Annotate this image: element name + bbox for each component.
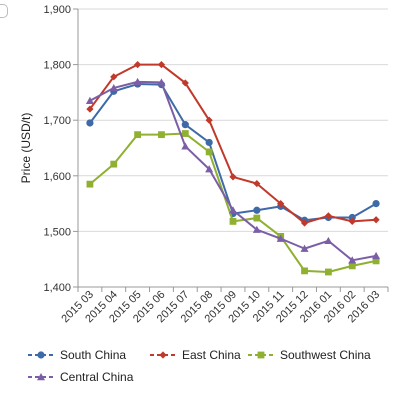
data-point-south-china [253,206,261,214]
data-point-southwest-china [181,130,189,137]
data-point-central-china [324,236,333,245]
series-line-south-china [89,83,377,222]
data-point-south-china [372,200,380,208]
legend-marker-south-china [37,351,45,359]
series-line-southwest-china [89,132,377,273]
data-point-southwest-china [324,268,332,276]
data-point-central-china [229,206,237,214]
legend-item-southwest-china: Southwest China [248,348,371,362]
data-point-central-china [181,142,190,150]
data-point-central-china [372,251,381,260]
legend-label-south-china: South China [60,348,126,362]
data-point-central-china [300,244,309,252]
gridlines [78,8,388,288]
data-point-east-china [229,173,237,181]
legend-marker-east-china [159,351,167,359]
y-tick-label: 1,600 [43,171,71,183]
axes [73,8,389,292]
data-point-east-china [134,61,142,69]
series-lines [85,61,381,276]
legend-label-central-china: Central China [60,370,134,384]
legend-item-east-china: East China [150,348,241,362]
data-point-east-china [372,216,380,224]
data-point-east-china [110,73,118,81]
legend-item-south-china: South China [28,348,126,362]
data-point-east-china [277,200,285,208]
data-point-southwest-china [301,267,308,275]
data-point-south-china [205,138,213,147]
data-point-central-china [133,77,142,86]
y-axis-title: Price (USD/t) [19,113,33,184]
data-point-central-china [252,225,261,233]
data-point-south-china [86,119,94,127]
y-tick-label: 1,800 [43,60,71,72]
panel-edge-icon [0,4,8,18]
data-point-southwest-china [229,217,237,225]
data-point-southwest-china [158,131,165,139]
data-point-east-china [324,212,332,220]
data-point-central-china [276,234,285,242]
legend-item-central-china: Central China [28,370,134,384]
data-point-east-china [205,116,213,124]
legend-label-east-china: East China [182,348,241,362]
data-point-central-china [85,96,94,104]
legend: South China East China Southwest China Cent… [28,348,371,384]
y-tick-label: 1,700 [43,115,71,127]
data-point-central-china [205,165,214,173]
legend-label-southwest-china: Southwest China [280,348,371,362]
series-south-china [86,80,380,224]
data-point-south-china [348,213,356,222]
data-point-east-china [157,61,166,69]
data-point-east-china [181,79,189,87]
series-line-east-china [89,63,377,225]
legend-marker-southwest-china [257,351,265,359]
y-axis-tick-labels: 1,400 1,500 1,600 1,700 1,800 1,900 [43,4,71,294]
series-southwest-china [86,130,380,276]
data-point-east-china [300,219,309,227]
data-point-central-china [157,78,166,86]
y-tick-label: 1,400 [43,282,71,294]
series-east-china [86,61,380,227]
data-point-southwest-china [348,262,356,270]
data-point-east-china [86,105,94,113]
data-point-southwest-china [205,148,213,156]
data-point-central-china [348,256,357,264]
data-point-southwest-china [253,214,261,222]
data-point-east-china [253,179,261,188]
y-tick-label: 1,500 [43,226,71,238]
data-point-central-china [109,83,118,92]
series-line-central-china [89,80,377,262]
data-point-east-china [348,217,356,225]
data-point-south-china [181,121,189,129]
legend-marker-central-china [37,373,45,381]
data-point-southwest-china [134,131,142,139]
y-tick-label: 1,900 [43,4,71,16]
data-point-southwest-china [372,257,380,265]
data-point-southwest-china [110,160,118,168]
series-central-china [85,77,381,264]
data-point-southwest-china [86,180,94,188]
